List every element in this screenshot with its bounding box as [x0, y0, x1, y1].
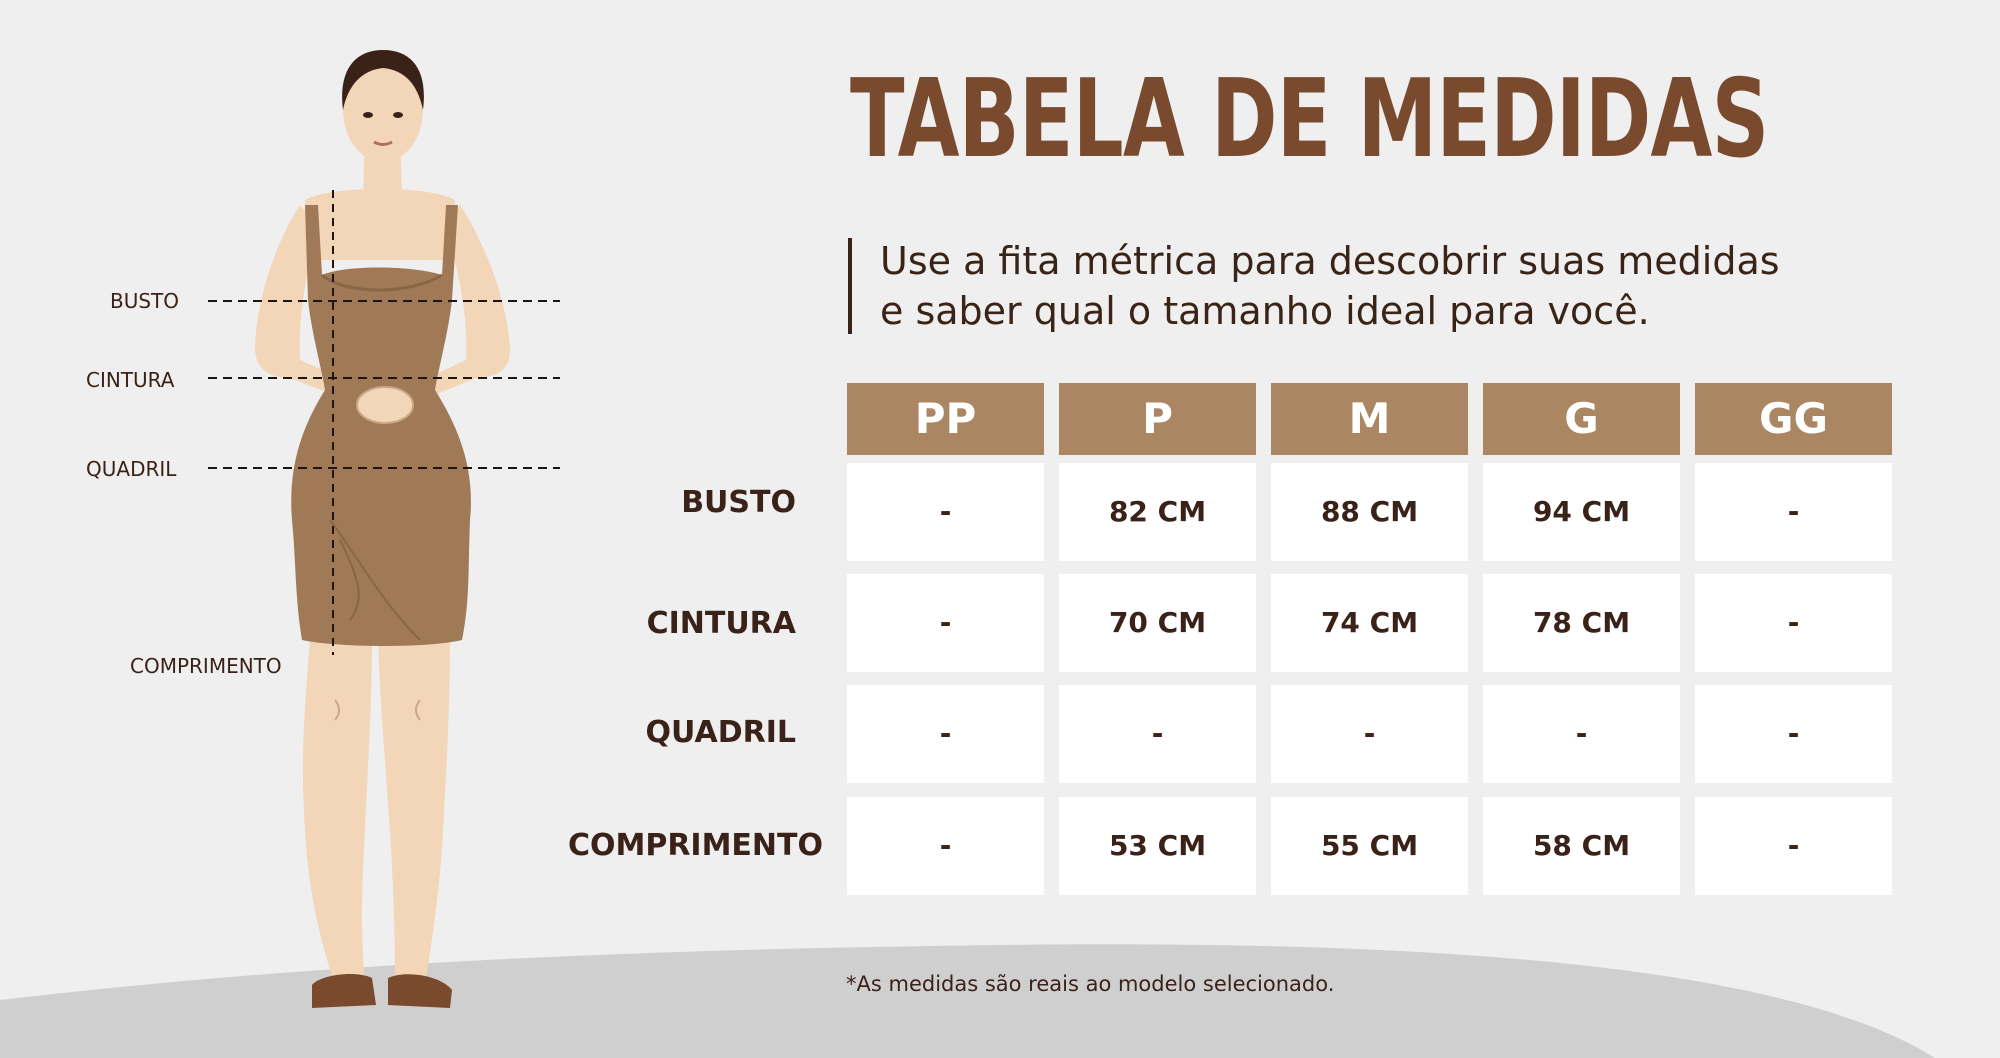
intro-line-2: e saber qual o tamanho ideal para você. [880, 289, 1650, 333]
table-cell: 58 CM [1483, 797, 1680, 895]
table-cell: 53 CM [1059, 797, 1256, 895]
table-cell: 55 CM [1271, 797, 1468, 895]
size-header-m: M [1271, 383, 1468, 455]
table-cell: - [847, 797, 1044, 895]
size-header-g: G [1483, 383, 1680, 455]
table-cell: - [1695, 797, 1892, 895]
intro-line-1: Use a fita métrica para descobrir suas m… [880, 239, 1780, 283]
table-cell: - [1271, 685, 1468, 783]
footnote: *As medidas são reais ao modelo selecion… [846, 972, 1335, 996]
figure-label-cintura: CINTURA [86, 368, 175, 392]
woman-figure-illustration [254, 50, 511, 1008]
table-cell: - [1695, 685, 1892, 783]
size-header-p: P [1059, 383, 1256, 455]
table-cell: 88 CM [1271, 463, 1468, 561]
intro-accent-bar [848, 238, 852, 334]
table-cell: - [1695, 463, 1892, 561]
row-label-cintura: CINTURA [646, 606, 796, 641]
table-cell: - [847, 574, 1044, 672]
size-header-pp: PP [847, 383, 1044, 455]
row-label-busto: BUSTO [681, 485, 796, 520]
page-title: TABELA DE MEDIDAS [850, 57, 1769, 182]
measurement-lines [208, 300, 560, 469]
table-cell: 70 CM [1059, 574, 1256, 672]
figure-label-comprimento: COMPRIMENTO [130, 654, 282, 678]
table-cell: 94 CM [1483, 463, 1680, 561]
table-cell: 78 CM [1483, 574, 1680, 672]
intro-block: Use a fita métrica para descobrir suas m… [848, 236, 1848, 336]
table-cell: - [847, 685, 1044, 783]
table-cell: - [847, 463, 1044, 561]
figure-label-busto: BUSTO [110, 289, 180, 313]
figure-label-quadril: QUADRIL [86, 457, 177, 481]
size-header-gg: GG [1695, 383, 1892, 455]
row-label-quadril: QUADRIL [645, 715, 796, 750]
table-cell: - [1695, 574, 1892, 672]
table-cell: - [1483, 685, 1680, 783]
row-label-comprimento: COMPRIMENTO [567, 828, 823, 863]
table-cell: - [1059, 685, 1256, 783]
table-cell: 82 CM [1059, 463, 1256, 561]
table-cell: 74 CM [1271, 574, 1468, 672]
